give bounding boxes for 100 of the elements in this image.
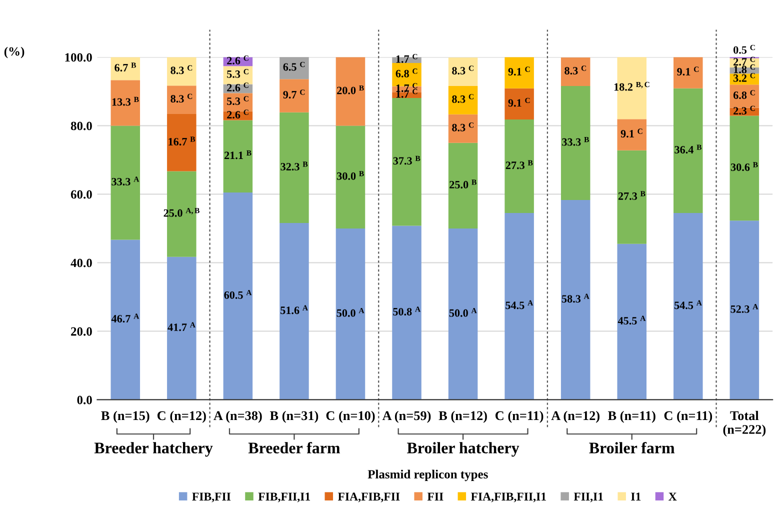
y-tick-label: 60.0 — [70, 190, 92, 199]
y-axis-title: (%) — [4, 46, 24, 58]
data-label: 27.3 $^{B}$ — [618, 191, 646, 200]
data-label: 2.6 $^{C}$ — [227, 82, 248, 92]
data-label: 33.3 $^{B}$ — [562, 136, 589, 146]
data-label: 6.8 $^{C}$ — [733, 90, 755, 100]
data-label: 6.8 $^{C}$ — [396, 68, 418, 78]
y-tick-label: 20.0 — [71, 327, 92, 336]
bar — [336, 126, 366, 228]
bar — [560, 86, 590, 200]
data-label: 25.0 $^{B}$ — [450, 180, 476, 188]
bar — [223, 66, 253, 84]
bar — [223, 192, 253, 400]
y-tick-label: 100.0 — [65, 53, 92, 62]
data-label: 9.1 $^{C}$ — [620, 128, 642, 138]
data-label: 41.7 $^{A}$ — [168, 322, 196, 332]
legend-title: Plasmid replicon types — [368, 470, 488, 482]
legend-label: I1 — [631, 492, 641, 500]
data-label: 54.5 $^{A}$ — [674, 300, 702, 310]
data-label: 33.3 $^{A}$ — [112, 176, 140, 186]
legend-label: FIB,FII — [192, 492, 231, 502]
bar — [280, 112, 309, 223]
x-tick-label: A (n=12) — [551, 410, 600, 423]
bar — [392, 98, 422, 226]
data-label: 2.6 $^{C}$ — [227, 56, 248, 64]
data-label: 16.7 $^{B}$ — [168, 136, 196, 146]
bar — [223, 120, 253, 192]
bar — [617, 119, 646, 150]
bar — [392, 226, 422, 400]
x-tick-label: B (n=11) — [608, 410, 656, 423]
bar — [448, 142, 478, 228]
bar — [674, 57, 703, 88]
data-label: 0.5 $^{C}$ — [734, 44, 755, 54]
data-label: 5.3 $^{C}$ — [227, 96, 248, 105]
x-tick-label: C (n=11) — [495, 410, 544, 423]
bar — [448, 114, 478, 143]
bar — [730, 116, 760, 221]
data-label: 50.8 $^{A}$ — [393, 306, 421, 316]
data-label: 54.5 $^{A}$ — [506, 300, 534, 310]
data-label: 46.7 $^{A}$ — [111, 314, 140, 323]
data-label: 9.1 $^{C}$ — [508, 66, 530, 76]
data-label: 45.5 $^{A}$ — [618, 316, 646, 325]
data-label: 2.3 $^{C}$ — [734, 106, 755, 115]
bar — [167, 256, 196, 400]
legend-label: FII — [427, 492, 444, 500]
bar — [336, 57, 366, 126]
bar — [110, 57, 140, 80]
y-tick-label: 40.0 — [70, 258, 92, 268]
x-tick-label: Total (n=222) — [723, 410, 766, 437]
data-label: 8.3 $^{C}$ — [170, 65, 192, 74]
legend-label: FIA,FIB,FII — [338, 492, 400, 502]
bar — [280, 57, 309, 80]
data-label: 1.7 $^{C}$ — [396, 54, 418, 63]
bar — [448, 58, 478, 86]
data-label: 6.5 $^{C}$ — [283, 62, 305, 71]
data-label: 37.3 $^{B}$ — [393, 156, 420, 165]
data-label: 9.7 $^{C}$ — [283, 90, 305, 98]
data-label: 60.5 $^{A}$ — [224, 290, 252, 299]
data-label: 13.3 $^{B}$ — [112, 96, 139, 106]
data-label: 50.0 $^{A}$ — [336, 308, 364, 317]
data-label: 30.0 $^{B}$ — [337, 171, 364, 180]
data-label: 9.1 $^{C}$ — [677, 66, 699, 76]
x-tick-label: C (n=12) — [157, 410, 206, 423]
legend-label: FII,I1 — [574, 492, 603, 502]
bar — [730, 220, 760, 400]
x-tick-label: B (n=31) — [270, 410, 318, 423]
x-tick-label: B (n=12) — [438, 410, 487, 423]
x-tick-label: A (n=59) — [382, 410, 431, 423]
legend-label: X — [668, 492, 677, 500]
data-label: 6.7 $^{B}$ — [114, 62, 136, 72]
data-label: 32.3 $^{B}$ — [280, 162, 308, 170]
x-tick-label: A (n=38) — [214, 410, 262, 423]
bar — [280, 79, 309, 112]
data-label: 8.3 $^{C}$ — [452, 66, 474, 75]
data-label: 8.3 $^{C}$ — [452, 122, 474, 132]
data-label: 3.2 $^{C}$ — [734, 72, 755, 82]
data-label: 27.3 $^{B}$ — [506, 160, 533, 170]
data-label: 2.6 $^{C}$ — [227, 110, 248, 119]
data-label: 21.1 $^{B}$ — [224, 150, 252, 160]
text: Broiler farm — [589, 442, 675, 454]
bar — [504, 57, 534, 88]
bar — [110, 126, 140, 240]
bar — [448, 86, 478, 114]
data-label: 8.3 $^{C}$ — [564, 66, 586, 75]
bar — [223, 93, 253, 112]
data-label: 8.3 $^{C}$ — [452, 94, 474, 103]
bar — [560, 200, 590, 400]
data-label: 51.6 $^{A}$ — [280, 305, 308, 314]
text: Breeder farm — [248, 442, 340, 454]
data-label: 58.3 $^{A}$ — [562, 294, 590, 303]
data-label: 9.1 $^{C}$ — [508, 98, 530, 107]
data-label: 52.3 $^{A}$ — [730, 304, 758, 313]
x-tick-label: C (n=11) — [664, 410, 712, 423]
bar — [392, 63, 422, 86]
bar — [110, 80, 140, 126]
data-label: 8.3 $^{C}$ — [170, 94, 192, 103]
y-tick-label: 80.0 — [70, 122, 92, 130]
y-tick-label: 0.0 — [77, 396, 92, 404]
x-tick-label: B (n=15) — [101, 410, 150, 423]
legend-label: FIB,FII,I1 — [258, 492, 310, 502]
